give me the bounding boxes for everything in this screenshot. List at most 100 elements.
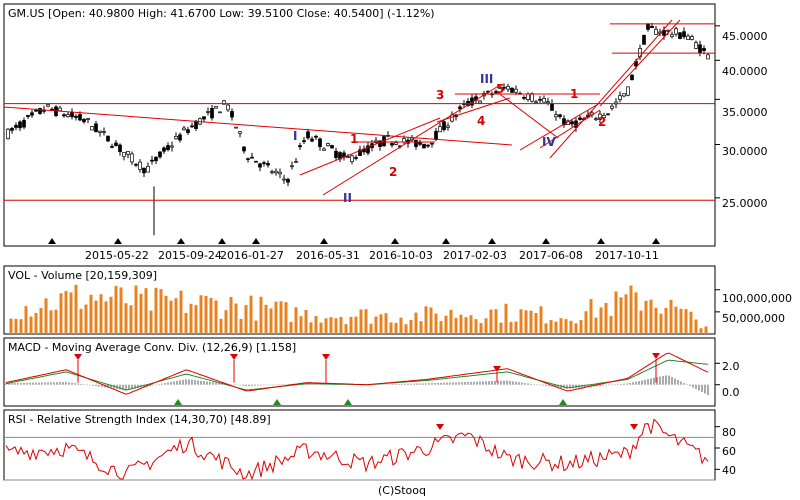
candle-body: [122, 152, 126, 157]
volume-bar: [449, 309, 453, 334]
macd-histogram-bar: [20, 382, 22, 385]
macd-histogram-bar: [527, 383, 529, 385]
candle-body: [670, 34, 674, 37]
price-y-tick: 45.0000: [722, 30, 768, 43]
volume-bar: [399, 317, 403, 334]
macd-histogram-bar: [476, 381, 478, 385]
volume-bar: [364, 309, 368, 334]
candle-body: [98, 130, 102, 133]
candle-body: [250, 156, 254, 159]
macd-histogram-bar: [569, 384, 571, 389]
volume-bar: [619, 297, 623, 334]
macd-histogram-bar: [176, 380, 178, 385]
volume-bar: [639, 310, 643, 334]
macd-histogram-bar: [29, 382, 31, 385]
volume-bar: [274, 301, 278, 334]
macd-histogram-bar: [185, 379, 187, 385]
volume-bar: [599, 307, 603, 334]
macd-histogram-bar: [437, 382, 439, 385]
candle-body: [254, 160, 258, 163]
trendline: [519, 102, 601, 151]
volume-bar: [529, 310, 533, 334]
macd-histogram-bar: [203, 381, 205, 385]
volume-bar: [614, 291, 618, 334]
macd-histogram-bar: [665, 375, 667, 385]
volume-bar: [549, 320, 553, 334]
volume-bar: [564, 319, 568, 334]
candle-body: [62, 114, 66, 117]
candle-body: [426, 144, 430, 147]
macd-histogram-bar: [485, 381, 487, 385]
price-y-tick: 40.0000: [722, 65, 768, 78]
candle-body: [138, 161, 142, 170]
macd-histogram-bar: [545, 384, 547, 386]
rsi-signal-markers: [436, 424, 638, 430]
date-marker-triangle: [652, 238, 660, 244]
candle-body: [694, 42, 698, 49]
volume-bar: [44, 298, 48, 334]
sell-signal-marker: [493, 366, 501, 372]
macd-histogram-bar: [434, 383, 436, 385]
macd-histogram-bar: [191, 379, 193, 385]
volume-bar: [154, 287, 158, 334]
macd-histogram-bar: [86, 384, 88, 386]
candle-body: [550, 103, 554, 111]
macd-grid: [715, 362, 720, 386]
trendline: [539, 109, 601, 149]
volume-bar: [554, 321, 558, 334]
macd-histogram-bar: [98, 384, 100, 387]
candle-body: [66, 114, 70, 118]
macd-histogram-bar: [620, 383, 622, 385]
candle-body: [146, 166, 150, 173]
volume-bar: [429, 307, 433, 334]
date-marker-triangle: [597, 238, 605, 244]
candle-body: [558, 114, 562, 117]
volume-bar: [704, 326, 708, 334]
macd-histogram-bar: [131, 384, 133, 390]
macd-histogram-bar: [548, 384, 550, 387]
macd-histogram-bar: [32, 382, 34, 385]
date-marker-triangle: [48, 238, 56, 244]
volume-bar: [414, 312, 418, 334]
volume-bar: [54, 309, 58, 334]
volume-bar: [499, 322, 503, 334]
date-marker-triangle: [488, 238, 496, 244]
macd-histogram-bar: [44, 382, 46, 385]
volume-bar: [59, 293, 63, 334]
volume-bar: [649, 299, 653, 334]
date-markers: [48, 238, 660, 244]
macd-histogram-bar: [677, 380, 679, 385]
volume-bar: [339, 316, 343, 334]
volume-bar: [699, 328, 703, 334]
volume-bar: [159, 289, 163, 334]
volume-bar: [519, 309, 523, 334]
volume-bar: [634, 292, 638, 334]
macd-histogram-bar: [446, 382, 448, 385]
candle-body: [354, 157, 358, 159]
candle-body: [82, 119, 86, 123]
candle-body: [102, 131, 106, 133]
candle-body: [202, 116, 206, 120]
volume-bar: [249, 295, 253, 334]
volume-bar: [74, 284, 78, 334]
candle-body: [358, 149, 362, 156]
candle-body: [538, 98, 542, 101]
candle-body: [654, 28, 658, 35]
macd-histogram-bar: [377, 384, 379, 385]
macd-histogram-bar: [269, 384, 271, 386]
volume-bars: [9, 284, 708, 334]
volume-bar: [439, 321, 443, 334]
macd-histogram-bar: [557, 384, 559, 388]
volume-bar: [394, 322, 398, 334]
candle-body: [542, 98, 546, 103]
volume-bar: [404, 324, 408, 334]
macd-panel: 2.0 0.0 MACD - Moving Average Conv. Div.…: [3, 337, 740, 407]
candle-body: [310, 138, 314, 142]
wave-label: 5: [496, 82, 504, 96]
candle-body: [602, 115, 606, 119]
volume-bar: [24, 306, 28, 334]
macd-histogram-bar: [518, 382, 520, 385]
macd-histogram-bar: [122, 384, 124, 390]
macd-histogram-bar: [461, 382, 463, 385]
volume-bar: [534, 312, 538, 334]
